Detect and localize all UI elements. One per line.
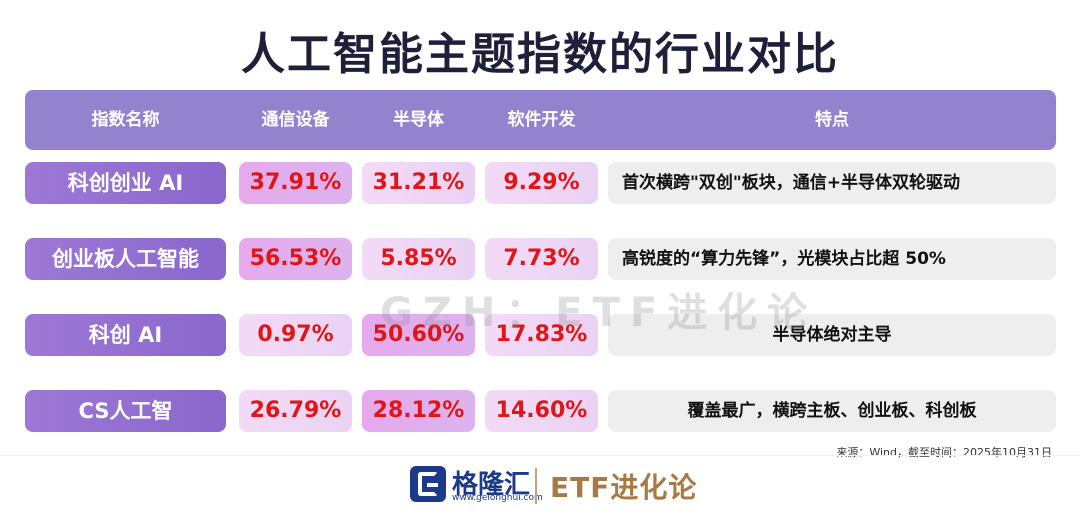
row-label: CS人工智	[25, 390, 226, 432]
gelonghui-logo-icon	[410, 466, 446, 502]
table-cell: 7.73%	[485, 238, 598, 280]
header-software-dev: 软件开发	[507, 110, 576, 130]
footer-divider	[0, 455, 1080, 456]
table-cell: 5.85%	[362, 238, 475, 280]
table-cell: 0.97%	[239, 314, 352, 356]
source-note: 来源：Wind，截至时间：2025年10月31日	[836, 446, 1052, 459]
table-header-bar	[25, 90, 1056, 150]
row-label: 科创创业 AI	[25, 162, 226, 204]
table-cell: 37.91%	[239, 162, 352, 204]
chart-title: 人工智能主题指数的行业对比	[241, 29, 839, 80]
brand-name: ETF进化论	[550, 471, 698, 504]
table-cell: 26.79%	[239, 390, 352, 432]
feature-cell: 高锐度的“算力先锋”，光模块占比超 50%	[608, 238, 1056, 280]
header-comm-equipment: 通信设备	[261, 110, 330, 130]
table-cell: 14.60%	[485, 390, 598, 432]
logo-url: www.gelonghui.com	[452, 493, 543, 503]
watermark: GZH：ETF进化论	[380, 290, 818, 336]
header-index-name: 指数名称	[91, 110, 160, 130]
brand-divider	[535, 468, 537, 504]
feature-cell: 覆盖最广，横跨主板、创业板、科创板	[608, 390, 1056, 432]
row-label: 科创 AI	[25, 314, 226, 356]
table-cell: 28.12%	[362, 390, 475, 432]
table-cell: 9.29%	[485, 162, 598, 204]
table-cell: 17.83%	[485, 314, 598, 356]
header-semiconductor: 半导体	[393, 110, 444, 130]
table-cell: 31.21%	[362, 162, 475, 204]
logo-text: 格隆汇	[452, 470, 531, 500]
table-cell: 50.60%	[362, 314, 475, 356]
feature-cell: 首次横跨"双创"板块，通信+半导体双轮驱动	[608, 162, 1056, 204]
header-feature: 特点	[815, 110, 849, 130]
row-label: 创业板人工智能	[25, 238, 226, 280]
feature-cell: 半导体绝对主导	[608, 314, 1056, 356]
table-cell: 56.53%	[239, 238, 352, 280]
